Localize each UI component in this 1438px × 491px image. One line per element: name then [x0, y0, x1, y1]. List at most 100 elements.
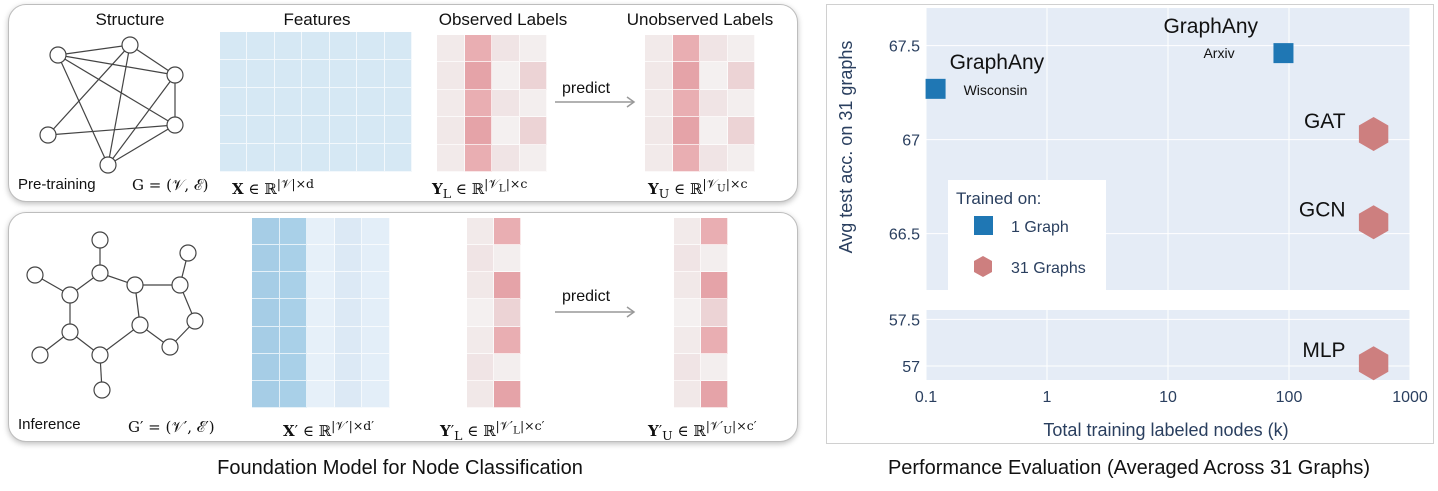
matrix-cell — [362, 380, 390, 408]
matrix-cell — [674, 326, 701, 354]
matrix-cell — [384, 88, 412, 116]
matrix-cell — [672, 89, 700, 118]
inference-graph-formula: G′ = (𝒱′, ℰ′) — [128, 418, 215, 436]
data-point-hexagon — [1358, 346, 1389, 381]
matrix-cell — [464, 117, 492, 145]
matrix-cell — [302, 60, 330, 88]
point-label: MLP — [1302, 339, 1345, 362]
matrix-cell — [252, 380, 280, 408]
matrix-cell — [334, 326, 363, 354]
legend-entry-2: 31 Graphs — [1011, 260, 1086, 277]
pretrain-feature-matrix — [220, 32, 412, 172]
matrix-cell — [302, 88, 330, 116]
matrix-cell — [334, 299, 363, 327]
x-tick-label: 1000 — [1392, 389, 1428, 406]
pretrain-observed-label-matrix — [437, 35, 547, 172]
matrix-cell — [700, 144, 728, 172]
point-sublabel: Wisconsin — [964, 82, 1028, 98]
matrix-cell — [362, 218, 390, 246]
matrix-cell — [437, 144, 465, 172]
matrix-cell — [701, 299, 728, 327]
y-tick-label: 67 — [902, 133, 920, 150]
matrix-cell — [701, 245, 728, 273]
matrix-cell — [329, 60, 358, 88]
point-label: GCN — [1299, 198, 1346, 221]
matrix-cell — [494, 353, 521, 381]
matrix-cell — [307, 380, 335, 408]
matrix-cell — [329, 88, 358, 116]
point-label: GraphAny — [1163, 15, 1258, 38]
inference-predict-arrow — [555, 306, 636, 318]
matrix-cell — [674, 353, 701, 381]
matrix-cell — [727, 89, 755, 118]
matrix-cell — [674, 272, 701, 300]
y-tick-label: 57.5 — [889, 312, 920, 329]
matrix-cell — [645, 117, 673, 145]
matrix-cell — [674, 245, 701, 273]
matrix-cell — [467, 272, 494, 300]
matrix-cell — [307, 326, 335, 354]
matrix-cell — [494, 272, 521, 300]
pretrain-features-formula: X ∈ ℝ|𝒱|×d — [232, 176, 315, 198]
matrix-cell — [329, 116, 358, 144]
matrix-cell — [674, 218, 701, 246]
matrix-cell — [362, 245, 390, 273]
inference-graph — [26, 231, 204, 399]
matrix-cell — [645, 89, 673, 118]
matrix-cell — [274, 32, 303, 60]
data-point-hexagon — [1358, 117, 1389, 151]
data-point-square — [1273, 43, 1294, 64]
matrix-cell — [727, 117, 755, 145]
matrix-cell — [464, 35, 492, 63]
matrix-cell — [274, 88, 303, 116]
pretrain-graph-formula: G = (𝒱, ℰ) — [132, 176, 209, 194]
matrix-cell — [334, 272, 363, 300]
inference-unobserved-label-matrix — [674, 218, 728, 408]
y-tick-label: 67.5 — [889, 39, 920, 56]
observed-labels-header: Observed Labels — [438, 10, 568, 29]
matrix-cell — [274, 60, 303, 88]
matrix-cell — [645, 144, 673, 172]
matrix-cell — [672, 35, 700, 63]
matrix-cell — [467, 299, 494, 327]
x-tick-label: 1 — [1043, 389, 1052, 406]
matrix-cell — [494, 299, 521, 327]
structure-header: Structure — [95, 10, 165, 29]
matrix-cell — [701, 272, 728, 300]
matrix-cell — [467, 245, 494, 273]
matrix-cell — [701, 380, 728, 408]
matrix-cell — [492, 62, 520, 90]
matrix-cell — [307, 272, 335, 300]
matrix-cell — [302, 144, 330, 172]
matrix-cell — [357, 88, 385, 116]
matrix-cell — [279, 218, 308, 246]
matrix-cell — [357, 144, 385, 172]
matrix-cell — [307, 299, 335, 327]
matrix-cell — [467, 380, 494, 408]
matrix-cell — [519, 89, 547, 118]
matrix-cell — [302, 32, 330, 60]
matrix-cell — [467, 353, 494, 381]
matrix-cell — [362, 272, 390, 300]
matrix-cell — [307, 245, 335, 273]
matrix-cell — [437, 89, 465, 118]
matrix-cell — [467, 218, 494, 246]
inference-feature-matrix — [252, 218, 390, 408]
matrix-cell — [279, 272, 308, 300]
matrix-cell — [362, 299, 390, 327]
matrix-cell — [384, 60, 412, 88]
pretrain-graph — [39, 36, 184, 174]
x-tick-label: 0.1 — [915, 389, 937, 406]
matrix-cell — [437, 62, 465, 90]
pretrain-unobserved-label-matrix — [645, 35, 755, 172]
unobserved-labels-header: Unobserved Labels — [626, 10, 774, 29]
matrix-cell — [701, 326, 728, 354]
matrix-cell — [494, 245, 521, 273]
matrix-cell — [247, 88, 275, 116]
matrix-cell — [645, 35, 673, 63]
matrix-cell — [672, 117, 700, 145]
inference-predict-label: predict — [562, 288, 611, 305]
matrix-cell — [701, 353, 728, 381]
matrix-cell — [700, 89, 728, 118]
matrix-cell — [220, 60, 248, 88]
